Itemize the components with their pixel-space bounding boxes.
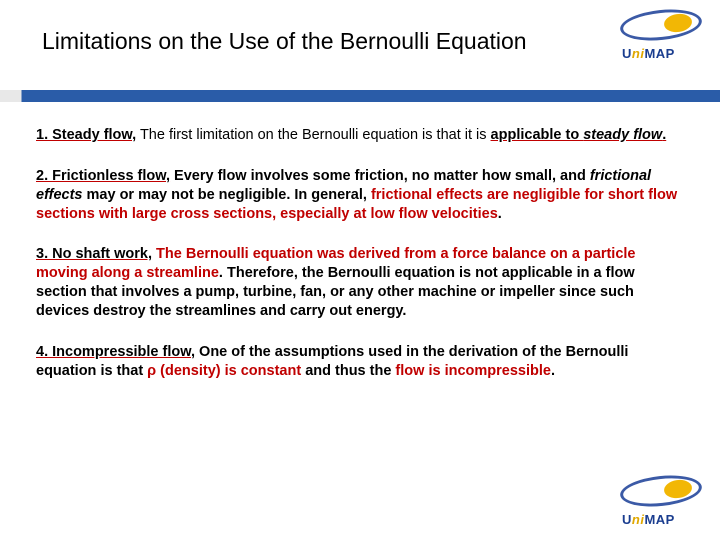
p2-lead: 2. Frictionless flow, — [36, 168, 170, 184]
logo-text: UniMAP — [622, 512, 675, 527]
p2-t3: . — [498, 206, 502, 222]
paragraph-2: 2. Frictionless flow, Every flow involve… — [36, 167, 686, 224]
p2-t1: Every flow involves some friction, no ma… — [170, 168, 590, 184]
p1-u1b: steady flow — [583, 127, 662, 143]
logo-swoosh-icon — [616, 8, 706, 42]
slide: UniMAP Limitations on the Use of the Ber… — [0, 0, 720, 540]
logo-bottom: UniMAP — [616, 474, 706, 532]
p1-t1: The first limitation on the Bernoulli eq… — [136, 127, 490, 143]
title-underline-bar — [0, 90, 720, 102]
p1-u1: applicable to — [491, 127, 584, 143]
content-area: 1. Steady flow, The first limitation on … — [36, 126, 686, 402]
p4-r2: flow is incompressible — [395, 363, 551, 379]
p1-u1c: . — [662, 127, 666, 143]
paragraph-1: 1. Steady flow, The first limitation on … — [36, 126, 686, 145]
p4-r1: ρ (density) is constant — [147, 363, 301, 379]
logo-text-left: U — [622, 512, 632, 527]
paragraph-4: 4. Incompressible flow, One of the assum… — [36, 343, 686, 381]
page-title: Limitations on the Use of the Bernoulli … — [42, 28, 527, 55]
logo-text-right: MAP — [644, 512, 674, 527]
p3-lead: 3. No shaft work, — [36, 246, 152, 262]
p2-t2: may or may not be negligible. In general… — [82, 187, 370, 203]
paragraph-3: 3. No shaft work, The Bernoulli equation… — [36, 245, 686, 320]
p1-lead: 1. Steady flow, — [36, 127, 136, 143]
p4-t2: and thus the — [301, 363, 395, 379]
logo-top: UniMAP — [616, 8, 706, 66]
logo-text-mid: ni — [632, 46, 645, 61]
logo-text-mid: ni — [632, 512, 645, 527]
logo-swoosh-icon — [616, 474, 706, 508]
logo-text: UniMAP — [622, 46, 675, 61]
logo-text-right: MAP — [644, 46, 674, 61]
logo-text-left: U — [622, 46, 632, 61]
p4-lead: 4. Incompressible flow, — [36, 344, 195, 360]
p4-t3: . — [551, 363, 555, 379]
